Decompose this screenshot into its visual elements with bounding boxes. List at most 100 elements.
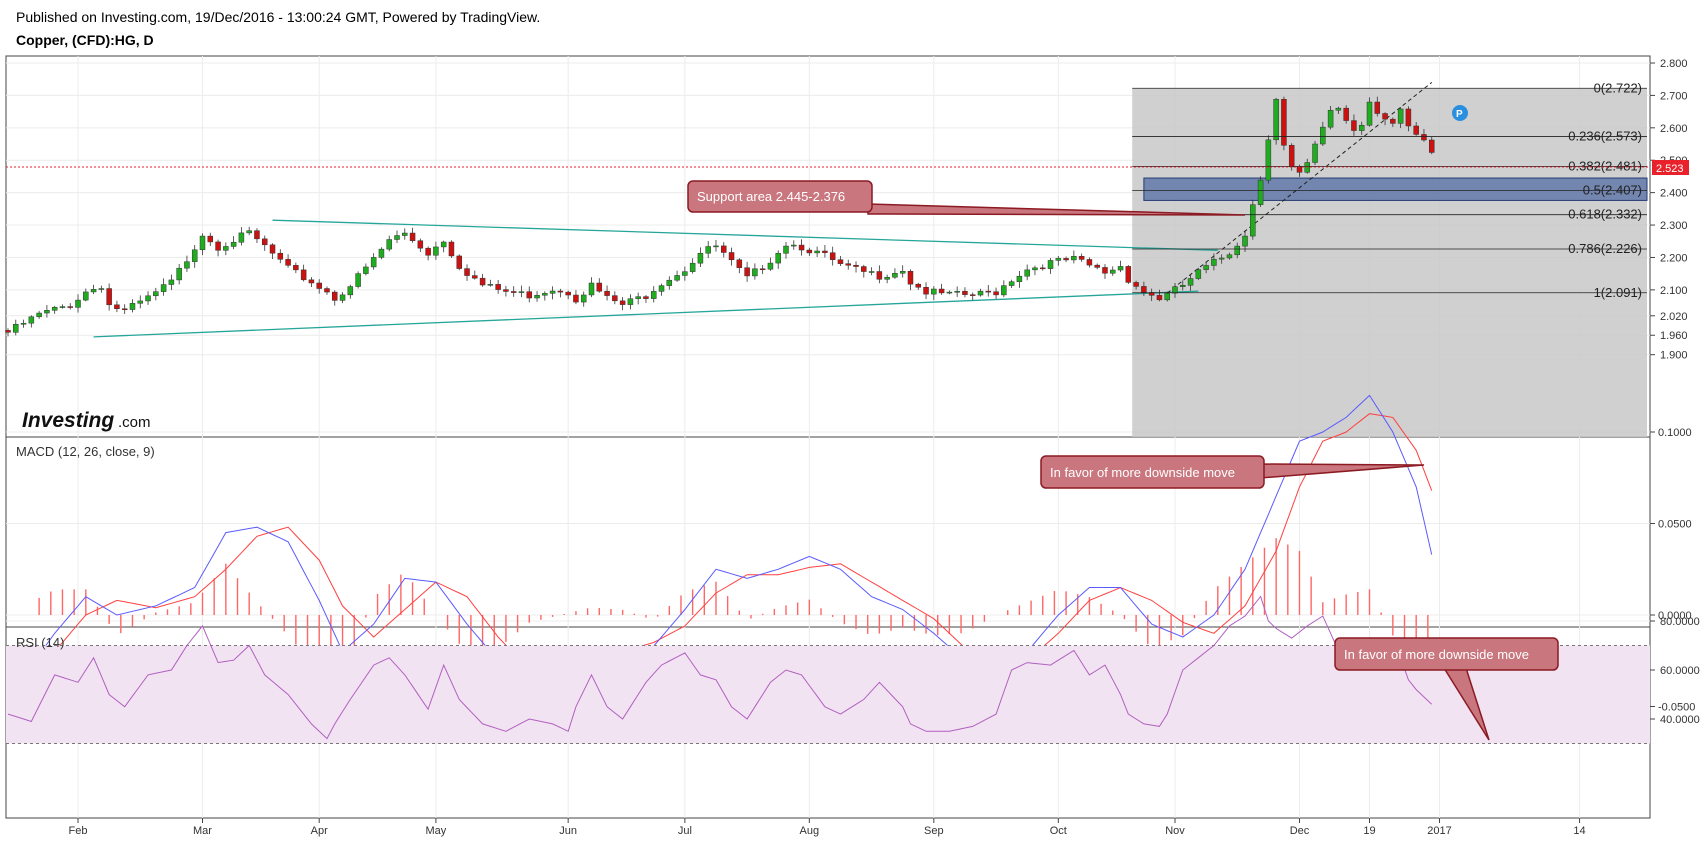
candle <box>829 246 836 266</box>
candle <box>1250 199 1256 240</box>
candle <box>713 240 719 252</box>
candle-body <box>495 284 501 290</box>
candle-body <box>674 275 680 281</box>
candle-body <box>13 324 19 333</box>
candle <box>1234 242 1240 259</box>
candle-body <box>534 295 540 299</box>
candle <box>542 291 548 301</box>
candle-body <box>931 288 937 295</box>
candle <box>20 319 27 328</box>
support-callout: Support area 2.445-2.376 <box>687 180 1246 216</box>
candle <box>363 263 369 276</box>
candle-body <box>884 276 890 280</box>
candle <box>44 305 50 318</box>
candle-body <box>230 241 237 247</box>
candle <box>627 294 634 310</box>
macd-signal-line <box>7 413 1433 698</box>
candle <box>534 291 540 302</box>
candle-body <box>1117 266 1124 271</box>
candle-body <box>969 294 976 296</box>
candle <box>137 295 144 309</box>
candle-body <box>1110 269 1116 274</box>
candle-body <box>1234 245 1240 256</box>
candle-body <box>946 291 953 294</box>
price-axis-label: 2.100 <box>1660 285 1688 297</box>
candle <box>215 239 221 257</box>
candle <box>153 287 159 301</box>
lower-trendline <box>93 290 1199 338</box>
candle-body <box>744 267 750 277</box>
candle-body <box>573 294 579 303</box>
macd-axis-label: 0.0500 <box>1658 519 1692 531</box>
candle <box>347 284 354 299</box>
candle <box>230 236 237 250</box>
candle <box>59 304 66 309</box>
candle <box>293 262 299 274</box>
last-price-badge: 2.523 <box>1652 160 1689 175</box>
candle-body <box>269 244 276 254</box>
candle-body <box>1203 265 1209 270</box>
x-axis-label: Mar <box>193 825 212 837</box>
candle-body <box>1312 143 1318 163</box>
candle <box>650 286 657 303</box>
candle <box>915 282 922 290</box>
candle-body <box>308 279 315 284</box>
support-zone[interactable] <box>1143 177 1648 201</box>
candle-body <box>1413 125 1419 135</box>
candle-body <box>604 290 610 296</box>
candle <box>612 291 618 305</box>
candle <box>160 278 167 296</box>
candle-body <box>962 291 968 295</box>
candle-body <box>798 244 805 251</box>
candle <box>1180 280 1186 291</box>
candle-body <box>643 296 649 299</box>
candle <box>1374 96 1381 117</box>
candle-body <box>1187 278 1194 286</box>
price-axis-label: 2.800 <box>1660 58 1688 70</box>
macd-axis-label: 0.0000 <box>1658 610 1692 622</box>
candle-body <box>246 230 252 234</box>
candle-body <box>503 289 509 292</box>
candle-body <box>1320 126 1326 145</box>
candle <box>487 279 494 287</box>
candle-body <box>518 291 525 293</box>
candle <box>596 278 603 293</box>
candle <box>495 279 501 294</box>
p-marker[interactable]: P <box>1452 105 1468 121</box>
candle <box>339 292 346 304</box>
candle <box>1195 267 1202 281</box>
candle-body <box>853 265 859 267</box>
candle-body <box>1296 166 1303 173</box>
candle <box>223 242 229 256</box>
candle-body <box>114 304 120 309</box>
candle-body <box>1063 258 1069 261</box>
rsi-title: RSI (14) <box>16 635 64 650</box>
candle-body <box>1008 281 1015 286</box>
fib-level-label: 0.382(2.481) <box>1568 158 1642 173</box>
candle <box>394 230 400 243</box>
candle-body <box>705 246 711 254</box>
candle-body <box>736 259 743 268</box>
rsi-axis-label: 60.0000 <box>1660 665 1700 677</box>
candle-body <box>90 289 97 293</box>
candle <box>907 269 914 291</box>
candle-body <box>293 265 299 271</box>
candle <box>993 287 999 299</box>
candle <box>619 297 626 311</box>
candle-body <box>1071 256 1077 261</box>
candle-body <box>510 291 517 293</box>
candle-body <box>1195 269 1202 279</box>
candle <box>1133 280 1139 290</box>
candle-body <box>1382 113 1388 120</box>
x-axis-label: Aug <box>800 825 820 837</box>
candle <box>682 266 688 281</box>
candle <box>1211 253 1217 271</box>
x-axis-label: Apr <box>311 825 328 837</box>
candle-body <box>440 241 447 248</box>
candle <box>884 274 890 284</box>
candle <box>1094 263 1100 270</box>
candle <box>931 286 937 301</box>
candle-body <box>915 283 922 288</box>
candle-body <box>277 252 284 260</box>
